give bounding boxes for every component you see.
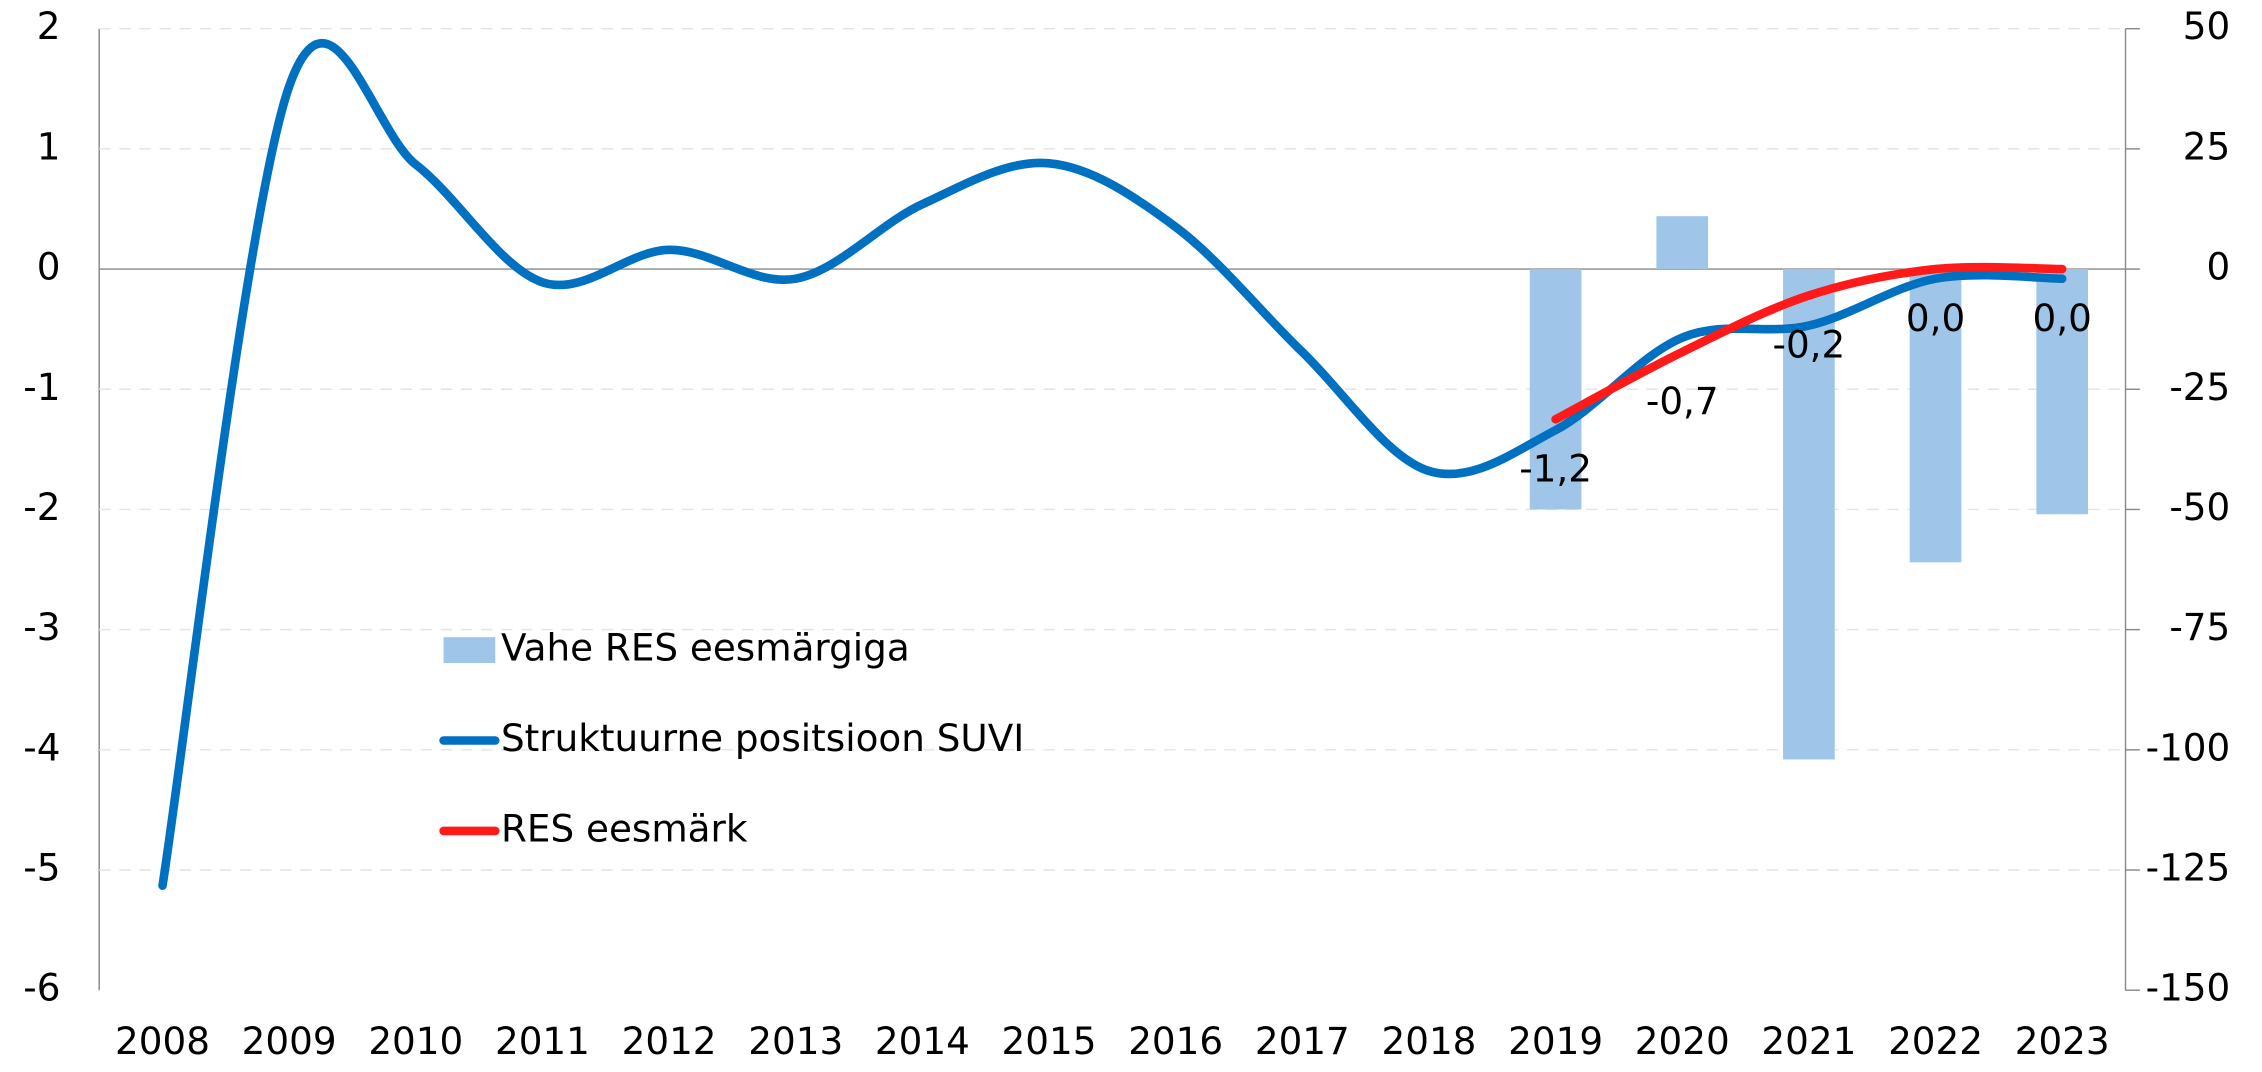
- bar: [1909, 269, 1962, 563]
- x-tick-label: 2021: [1761, 1019, 1856, 1063]
- x-tick-label: 2017: [1255, 1019, 1350, 1063]
- y2-tick-label: -75: [2169, 605, 2230, 649]
- y2-tick-label: -150: [2146, 966, 2231, 1010]
- x-tick-label: 2014: [875, 1019, 970, 1063]
- y-tick-label: 1: [37, 124, 61, 168]
- x-tick-label: 2012: [622, 1019, 717, 1063]
- x-tick-label: 2020: [1635, 1019, 1730, 1063]
- bar: [2036, 269, 2089, 515]
- y-tick-label: -6: [23, 966, 60, 1010]
- legend-label: Vahe RES eesmärgiga: [501, 626, 910, 670]
- data-label: 0,0: [2033, 296, 2092, 340]
- data-label: 0,0: [1906, 296, 1965, 340]
- y-tick-label: -2: [23, 485, 60, 529]
- bar: [1783, 269, 1835, 760]
- x-tick-label: 2016: [1128, 1019, 1223, 1063]
- y2-tick-label: -125: [2146, 846, 2231, 890]
- y-tick-label: -4: [23, 725, 60, 769]
- x-tick-label: 2019: [1508, 1019, 1603, 1063]
- x-tick-label: 2008: [115, 1019, 210, 1063]
- y2-tick-label: -25: [2169, 365, 2230, 409]
- bar: [1529, 269, 1582, 510]
- legend-label: RES eesmärk: [501, 806, 748, 850]
- legend-label: Struktuurne positsioon SUVI: [501, 716, 1024, 760]
- data-label: -1,2: [1519, 446, 1592, 490]
- y2-tick-label: 25: [2183, 124, 2230, 168]
- y-tick-label: -5: [23, 846, 60, 890]
- legend-swatch: [443, 637, 496, 664]
- x-tick-label: 2015: [1002, 1019, 1097, 1063]
- y2-tick-label: -100: [2146, 725, 2231, 769]
- y-tick-label: 2: [37, 4, 61, 48]
- y2-tick-label: 50: [2183, 4, 2230, 48]
- x-tick-label: 2010: [368, 1019, 463, 1063]
- x-tick-label: 2009: [242, 1019, 337, 1063]
- y2-tick-label: -50: [2169, 485, 2230, 529]
- line: [1551, 262, 2067, 424]
- data-label: -0,7: [1646, 379, 1719, 423]
- y-tick-label: -3: [23, 605, 60, 649]
- line: [158, 39, 2067, 890]
- x-tick-label: 2011: [495, 1019, 590, 1063]
- x-tick-label: 2023: [2015, 1019, 2110, 1063]
- bar: [1656, 216, 1709, 270]
- y-tick-label: -1: [23, 365, 60, 409]
- x-tick-label: 2022: [1888, 1019, 1983, 1063]
- x-tick-label: 2013: [748, 1019, 843, 1063]
- y2-tick-label: 0: [2207, 245, 2231, 289]
- data-label: -0,2: [1773, 323, 1846, 367]
- y-tick-label: 0: [37, 245, 61, 289]
- x-tick-label: 2018: [1381, 1019, 1476, 1063]
